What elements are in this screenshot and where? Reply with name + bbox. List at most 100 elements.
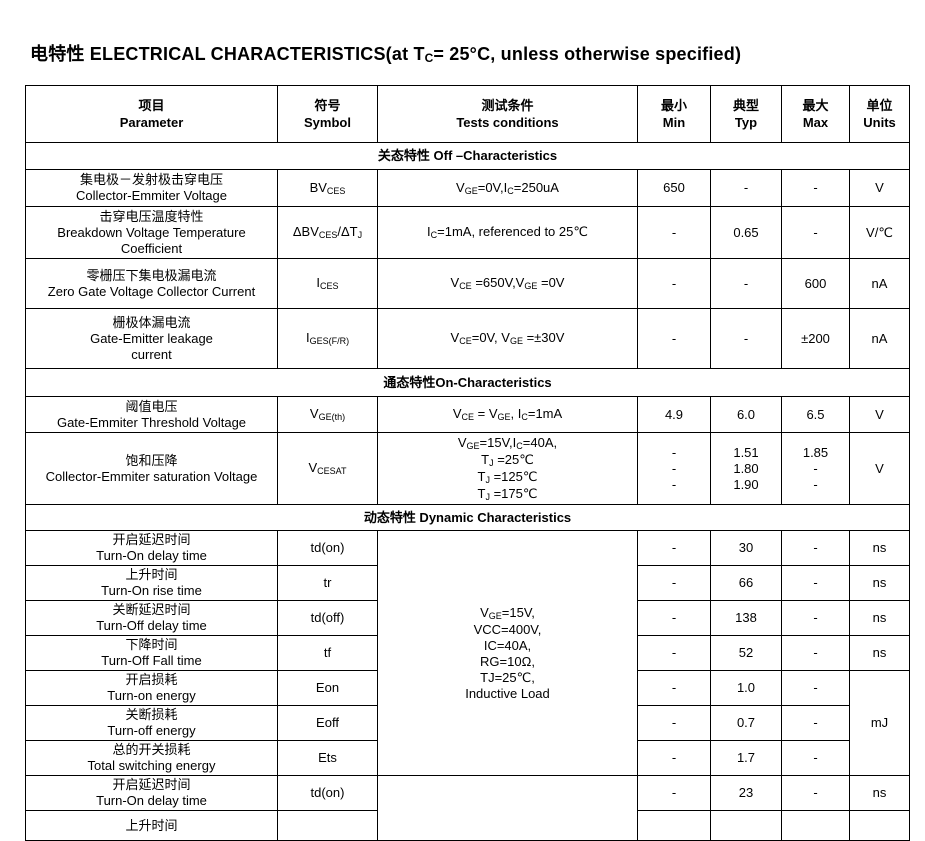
cond-cell: VGE=0V,IC=250uA (377, 169, 638, 207)
col-header-max: 最大 Max (781, 85, 850, 143)
max-cell: ±200 (781, 308, 850, 369)
table-row: 开启延迟时间 Turn-On delay time td(on) VGE=15V, VC… (25, 530, 910, 776)
max-cell: - (781, 775, 850, 811)
unit-cell: ns (849, 775, 910, 811)
col-header-typ: 典型 Typ (710, 85, 782, 143)
param-cell: 关断延迟时间 Turn-Off delay time (25, 600, 278, 636)
table-header: 项目 Parameter 符号 Symbol 测试条件 Tests conditions 最… (25, 85, 910, 143)
table-row: 下降时间 Turn-Off Fall time tf -52- ns (25, 635, 910, 671)
max-cell: - (781, 740, 850, 776)
min-cell: - (637, 740, 711, 776)
typ-cell: 1.0 (710, 670, 782, 706)
unit-cell: nA (849, 308, 910, 369)
symbol-cell: VCESAT (277, 432, 378, 505)
unit-cell: ns (849, 530, 910, 566)
param-cell: 上升时间 Turn-On rise time (25, 565, 278, 601)
max-cell: - (781, 670, 850, 706)
typ-cell: 66 (710, 565, 782, 601)
param-cell: 开启延迟时间 Turn-On delay time (25, 530, 278, 566)
min-cell: - (637, 705, 711, 741)
typ-cell: 52 (710, 635, 782, 671)
typ-cell: 0.7 (710, 705, 782, 741)
min-cell: 4.9 (637, 396, 711, 433)
unit-cell: ns (849, 565, 910, 601)
symbol-cell: ΔBVCES/ΔTJ (277, 206, 378, 259)
typ-cell: 30 (710, 530, 782, 566)
param-cell: 集电极－发射极击穿电压 Collector-Emmiter Voltage (25, 169, 278, 207)
min-cell: - (637, 530, 711, 566)
min-cell: - (637, 206, 711, 259)
table-body: 关态特性 Off –Characteristics 集电极－发射极击穿电压 Coll… (25, 142, 910, 841)
symbol-cell: Ets (277, 740, 378, 776)
param-cell: 开启损耗 Turn-on energy (25, 670, 278, 706)
cond-cell: VGE=15V,IC=40A, TJ =25℃ TJ =125℃ TJ =175℃ (377, 432, 638, 505)
col-header-parameter: 项目 Parameter (25, 85, 278, 143)
table-row: 栅极体漏电流 Gate-Emitter leakage current IGES(F/… (25, 308, 910, 369)
max-cell: - (781, 705, 850, 741)
symbol-cell: td(off) (277, 600, 378, 636)
param-cell: 零栅压下集电极漏电流 Zero Gate Voltage Collector Cu… (25, 258, 278, 309)
cond-cell: VCE=0V, VGE =±30V (377, 308, 638, 369)
symbol-cell: BVCES (277, 169, 378, 207)
table-row: 总的开关损耗 Total switching energy Ets -1.7- (25, 740, 910, 776)
table-row: 饱和压降 Collector-Emmiter saturation Voltage… (25, 432, 910, 505)
typ-cell: 1.7 (710, 740, 782, 776)
symbol-cell (277, 810, 378, 841)
typ-cell: - (710, 308, 782, 369)
table-row: 上升时间 Turn-On rise time tr -66- ns (25, 565, 910, 601)
param-cell: 开启延迟时间 Turn-On delay time (25, 775, 278, 811)
min-cell: 650 (637, 169, 711, 207)
param-cell: 上升时间 (25, 810, 278, 841)
typ-cell (710, 810, 782, 841)
symbol-cell: IGES(F/R) (277, 308, 378, 369)
symbol-cell: td(on) (277, 530, 378, 566)
cond-cell: IC=1mA, referenced to 25℃ (377, 206, 638, 259)
typ-cell: - (710, 169, 782, 207)
unit-cell: V/℃ (849, 206, 910, 259)
cond-cell: VCE =650V,VGE =0V (377, 258, 638, 309)
page-title: 电特性 ELECTRICAL CHARACTERISTICS(at TC= 25… (30, 44, 742, 65)
symbol-cell: tr (277, 565, 378, 601)
max-cell: 6.5 (781, 396, 850, 433)
col-header-tests-conditions: 测试条件 Tests conditions (377, 85, 638, 143)
unit-cell: V (849, 169, 910, 207)
param-cell: 下降时间 Turn-Off Fall time (25, 635, 278, 671)
min-cell: - (637, 565, 711, 601)
typ-cell: 138 (710, 600, 782, 636)
unit-cell: ns (849, 600, 910, 636)
table-row: 开启延迟时间 Turn-On delay time td(on) -23- ns (25, 775, 910, 841)
typ-cell: 6.0 (710, 396, 782, 433)
min-cell: - (637, 600, 711, 636)
cond-cell: VCE = VGE, IC=1mA (377, 396, 638, 433)
table-row: 集电极－发射极击穿电压 Collector-Emmiter Voltage BVCE… (25, 169, 910, 207)
param-cell: 栅极体漏电流 Gate-Emitter leakage current (25, 308, 278, 369)
max-cell: - (781, 635, 850, 671)
param-cell: 关断损耗 Turn-off energy (25, 705, 278, 741)
min-cell: - (637, 670, 711, 706)
col-header-symbol: 符号 Symbol (277, 85, 378, 143)
unit-cell: ns (849, 635, 910, 671)
typ-cell: - (710, 258, 782, 309)
unit-cell: mJ (849, 670, 910, 776)
table-row: 关断损耗 Turn-off energy Eoff -0.7- (25, 705, 910, 741)
param-cell: 总的开关损耗 Total switching energy (25, 740, 278, 776)
unit-cell: nA (849, 258, 910, 309)
symbol-cell: td(on) (277, 775, 378, 811)
cond-cell (377, 775, 638, 841)
min-cell: - (637, 775, 711, 811)
section-label: 通态特性On-Characteristics (25, 368, 910, 397)
max-cell: - (781, 565, 850, 601)
unit-cell: V (849, 396, 910, 433)
max-cell: - (781, 600, 850, 636)
min-cell: - (637, 635, 711, 671)
typ-cell: 1.51 1.80 1.90 (710, 432, 782, 505)
max-cell: - (781, 206, 850, 259)
cond-cell: VGE=15V, VCC=400V, IC=40A, RG=10Ω, TJ=25℃, In… (377, 530, 638, 776)
min-cell: - (637, 308, 711, 369)
datasheet-page: 电特性 ELECTRICAL CHARACTERISTICS(at TC= 25… (25, 44, 910, 841)
section-label: 动态特性 Dynamic Characteristics (25, 504, 910, 531)
max-cell: 600 (781, 258, 850, 309)
section-label: 关态特性 Off –Characteristics (25, 142, 910, 170)
electrical-characteristics-table: 项目 Parameter 符号 Symbol 测试条件 Tests conditions 最… (25, 85, 910, 841)
param-cell: 阈值电压 Gate-Emmiter Threshold Voltage (25, 396, 278, 433)
